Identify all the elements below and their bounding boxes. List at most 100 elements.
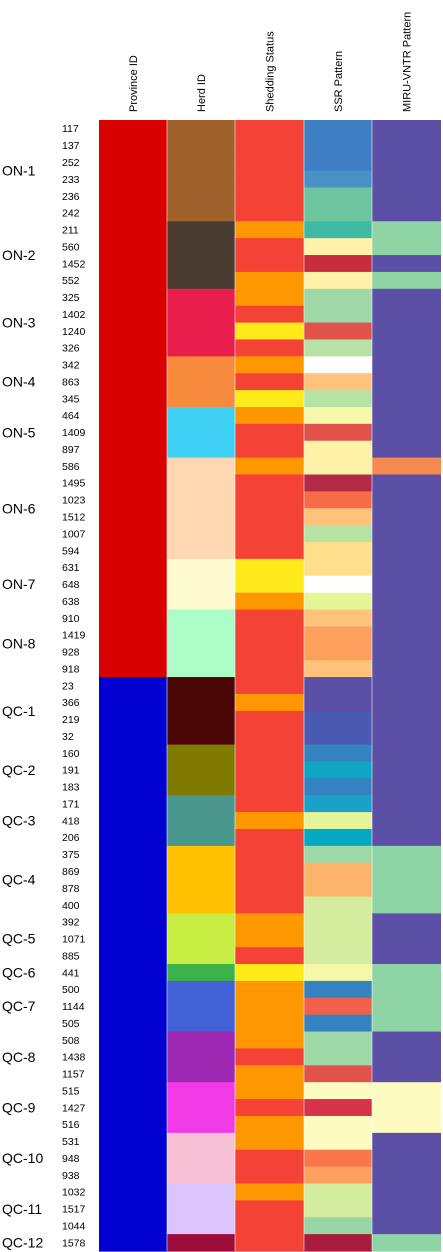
heatmap-cell bbox=[167, 727, 235, 746]
heatmap-cell bbox=[99, 845, 167, 864]
heatmap-cell bbox=[167, 204, 235, 222]
sample-id-label: 345 bbox=[62, 393, 80, 405]
heatmap-cell bbox=[235, 255, 304, 273]
heatmap-cell bbox=[304, 828, 372, 847]
heatmap-cell bbox=[372, 710, 441, 729]
heatmap-cell bbox=[372, 525, 441, 543]
heatmap-cell bbox=[235, 947, 304, 965]
sample-id-label: 1071 bbox=[62, 934, 86, 946]
heatmap-cell bbox=[304, 964, 372, 982]
heatmap-cell bbox=[372, 1065, 441, 1083]
heatmap-cell bbox=[235, 423, 304, 442]
sample-id-label: 252 bbox=[62, 157, 80, 169]
heatmap-cell bbox=[235, 542, 304, 560]
heatmap-cell bbox=[304, 677, 372, 695]
heatmap-cell bbox=[235, 1014, 304, 1033]
heatmap-cell bbox=[235, 575, 304, 594]
heatmap-cell bbox=[372, 136, 441, 155]
sample-id-label: 375 bbox=[62, 849, 80, 861]
heatmap-cell bbox=[235, 187, 304, 205]
sample-id-label: 236 bbox=[62, 191, 80, 203]
heatmap-cell bbox=[304, 947, 372, 965]
herd-group-label: ON-3 bbox=[2, 315, 36, 331]
heatmap-cell bbox=[167, 643, 235, 661]
heatmap-cell bbox=[372, 339, 441, 357]
heatmap-cell bbox=[304, 255, 372, 273]
heatmap-cell bbox=[99, 221, 167, 239]
heatmap-cell bbox=[372, 1166, 441, 1185]
heatmap-cell bbox=[167, 710, 235, 729]
heatmap-cell bbox=[167, 592, 235, 611]
heatmap-cell bbox=[99, 964, 167, 982]
heatmap-cell bbox=[99, 373, 167, 391]
heatmap-cell bbox=[99, 474, 167, 492]
heatmap-cell bbox=[372, 542, 441, 560]
heatmap-cell bbox=[99, 930, 167, 948]
heatmap-cell bbox=[99, 491, 167, 509]
heatmap-cell bbox=[304, 440, 372, 459]
heatmap-cell bbox=[99, 1200, 167, 1218]
heatmap-cell bbox=[235, 136, 304, 155]
heatmap-cell bbox=[167, 913, 235, 931]
sample-id-label: 508 bbox=[62, 1035, 80, 1047]
heatmap-cell bbox=[235, 727, 304, 746]
heatmap-cell bbox=[235, 913, 304, 931]
herd-group-label: QC-2 bbox=[2, 762, 36, 778]
sample-id-label: 1402 bbox=[62, 309, 86, 321]
heatmap-cell bbox=[167, 558, 235, 577]
heatmap-cell bbox=[372, 204, 441, 222]
sample-id-label: 1044 bbox=[62, 1220, 86, 1232]
heatmap-cell bbox=[235, 778, 304, 796]
heatmap-cell bbox=[372, 862, 441, 881]
group-labels: ON-1 ON-2 ON-3 ON-4 ON-5 ON-6 ON-7 ON-8 QC-1 QC-2… bbox=[2, 163, 43, 1251]
sample-id-label: 441 bbox=[62, 967, 80, 979]
heatmap-cell bbox=[99, 204, 167, 222]
heatmap-cell bbox=[99, 558, 167, 577]
heatmap-cell bbox=[167, 390, 235, 408]
heatmap-cell bbox=[99, 440, 167, 459]
heatmap-cell bbox=[304, 980, 372, 999]
heatmap-cell bbox=[235, 677, 304, 695]
heatmap-cell bbox=[372, 423, 441, 442]
sample-id-label: 1495 bbox=[62, 478, 86, 490]
herd-group-label: ON-7 bbox=[2, 576, 36, 592]
heatmap-cell bbox=[304, 592, 372, 611]
heatmap-cell bbox=[167, 238, 235, 256]
heatmap-cell bbox=[304, 879, 372, 898]
heatmap-cell bbox=[167, 1217, 235, 1235]
heatmap-cell bbox=[99, 947, 167, 965]
heatmap-cell bbox=[167, 1014, 235, 1033]
heatmap-cell bbox=[304, 1115, 372, 1134]
heatmap-cell bbox=[99, 508, 167, 526]
heatmap-cell bbox=[235, 1115, 304, 1134]
herd-group-label: ON-1 bbox=[2, 163, 36, 179]
heatmap-cell bbox=[304, 558, 372, 577]
heatmap-cell bbox=[167, 1048, 235, 1066]
heatmap-cell bbox=[235, 440, 304, 459]
herd-group-label: QC-7 bbox=[2, 998, 36, 1014]
sample-id-label: 648 bbox=[62, 579, 80, 591]
sample-id-label: 918 bbox=[62, 663, 80, 675]
heatmap-cell bbox=[372, 491, 441, 509]
sample-id-label: 366 bbox=[62, 697, 80, 709]
heatmap-cell bbox=[167, 964, 235, 982]
heatmap-cell bbox=[372, 980, 441, 999]
sample-id-label: 1517 bbox=[62, 1204, 86, 1216]
heatmap-cell bbox=[99, 1217, 167, 1235]
sample-id-label: 638 bbox=[62, 596, 80, 608]
heatmap-cell bbox=[304, 575, 372, 594]
heatmap-cell bbox=[304, 221, 372, 239]
heatmap-cell bbox=[99, 980, 167, 999]
herd-group-label: QC-10 bbox=[2, 1150, 43, 1166]
heatmap-cell bbox=[372, 238, 441, 256]
sample-id-label: 32 bbox=[62, 731, 74, 743]
heatmap-cell bbox=[167, 1166, 235, 1185]
heatmap-cell bbox=[304, 930, 372, 948]
heatmap-cell bbox=[372, 795, 441, 813]
heatmap-cell bbox=[99, 761, 167, 779]
heatmap-cell bbox=[304, 609, 372, 628]
heatmap-cell bbox=[235, 761, 304, 779]
heatmap-cell bbox=[372, 626, 441, 644]
heatmap-cell bbox=[167, 896, 235, 914]
